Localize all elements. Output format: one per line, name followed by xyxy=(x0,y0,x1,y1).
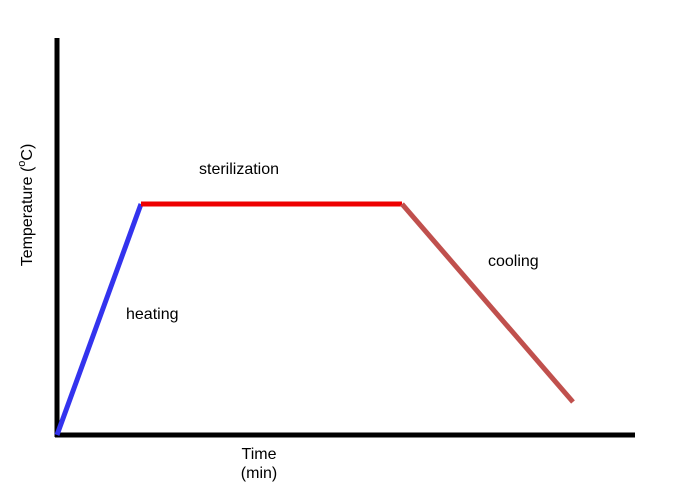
segment-label: sterilization xyxy=(199,161,279,178)
y-label-suffix: C) xyxy=(19,144,36,161)
x-axis-unit: (min) xyxy=(241,465,277,482)
segment-label: cooling xyxy=(488,253,539,270)
y-label-superscript: o xyxy=(16,161,28,167)
y-label-text: Temperature ( xyxy=(19,166,36,266)
y-axis-label: Temperature (oC) xyxy=(16,144,36,267)
x-axis-label: Time xyxy=(242,446,277,463)
segment-label: heating xyxy=(126,306,179,323)
heating-line xyxy=(54,203,144,436)
cooling-line xyxy=(400,202,575,404)
